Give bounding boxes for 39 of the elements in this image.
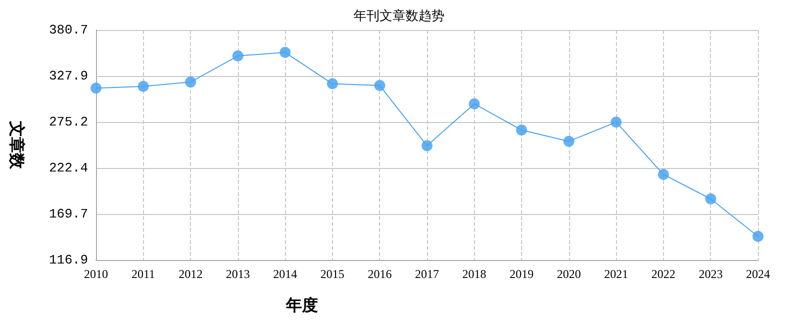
y-tick-label: 327.9 [48, 68, 88, 84]
point [138, 80, 149, 92]
point [658, 168, 669, 180]
x-tick-label: 2014 [273, 267, 298, 281]
x-tick-label: 2016 [368, 267, 392, 281]
x-tick-label: 2019 [510, 267, 534, 281]
point [232, 50, 244, 62]
point [468, 98, 480, 110]
point [90, 82, 102, 94]
chart-title: 年刊文章数趋势 [354, 8, 444, 23]
x-tick-label: 2023 [698, 267, 723, 281]
x-tick-label: 2015 [320, 267, 344, 281]
x-tick-label: 2013 [226, 267, 250, 281]
x-tick-label: 2022 [651, 267, 676, 281]
point [280, 46, 291, 58]
y-axis-title: 文章数 [8, 120, 26, 170]
point [185, 76, 196, 88]
y-tick-label: 222.4 [48, 160, 88, 176]
y-tick-label: 169.7 [48, 206, 88, 222]
x-tick-label: 2024 [746, 267, 770, 281]
x-tick-label: 2012 [178, 267, 203, 281]
x-tick-label: 2011 [132, 267, 156, 281]
point [326, 78, 338, 90]
point [705, 193, 716, 204]
point [752, 230, 764, 242]
point [516, 124, 528, 136]
point [610, 116, 622, 128]
x-tick-label: 2018 [462, 267, 486, 281]
point [422, 140, 432, 152]
x-tick-label: 2020 [556, 267, 581, 281]
point [374, 80, 386, 92]
point [563, 136, 574, 147]
y-tick-label: 275.2 [48, 114, 88, 130]
y-tick-label: 380.7 [48, 22, 88, 38]
x-tick-label: 2021 [604, 267, 628, 281]
x-axis-title: 年度 [285, 296, 318, 314]
x-tick-label: 2010 [84, 267, 108, 281]
x-tick-label: 2017 [415, 267, 439, 281]
y-tick-label: 116.9 [48, 252, 88, 268]
